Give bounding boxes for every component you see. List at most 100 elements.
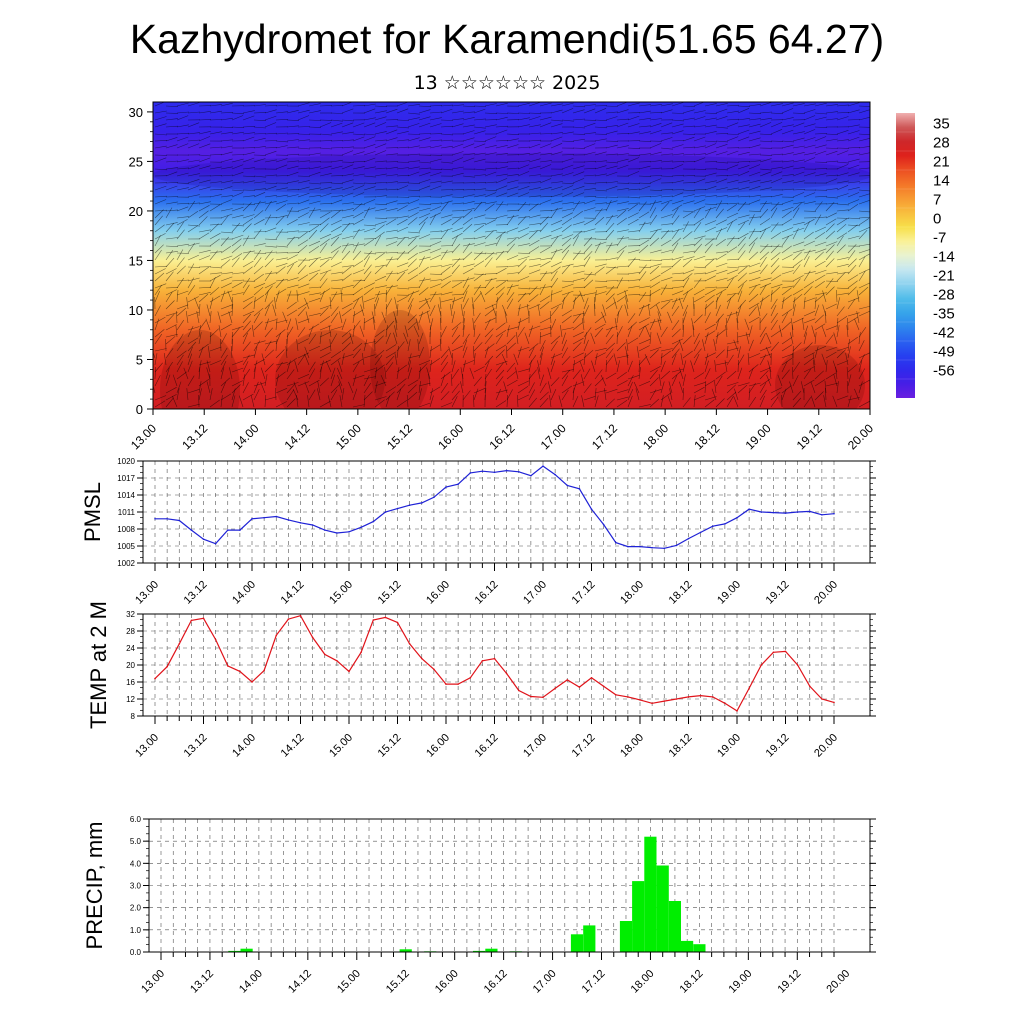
wind-barb [781,210,792,219]
wind-barb [319,304,332,310]
wind-barb [693,295,705,303]
wind-barb [242,214,255,219]
wind-barb [825,303,838,310]
wind-barb [198,229,211,233]
wind-barb [825,346,838,352]
wind-barb [374,182,388,184]
wind-barb [506,265,519,268]
x-tick-label: 17.00 [521,579,549,607]
wind-barb [781,165,794,170]
wind-barb [363,354,376,359]
wind-barb [836,232,848,240]
wind-barb [187,111,201,114]
wind-barb [627,313,636,324]
y-tick-label: 1020 [117,457,135,466]
data-point [239,670,241,673]
wind-barb [854,318,860,331]
wind-barb [341,179,354,184]
wind-barb [495,145,508,149]
wind-barb [679,381,684,394]
wind-barb [748,251,759,261]
wind-barb [814,150,827,156]
wind-barb [528,239,540,247]
data-point [227,665,229,667]
wind-barb [594,296,596,310]
wind-barb [847,181,860,184]
wind-barb [711,388,717,401]
wind-barb [297,374,310,380]
wind-barb [594,315,605,324]
wind-barb [396,174,410,177]
wind-barb [792,249,805,254]
wind-barb [242,332,248,345]
wind-barb [704,112,718,114]
wind-barb [253,200,261,212]
wind-barb [330,219,343,226]
wind-barb [473,242,486,247]
wind-barb [374,275,387,282]
wind-barb [537,367,541,380]
wind-barb [649,398,660,408]
wind-barb [572,221,585,226]
wind-barb [836,287,850,289]
wind-barb [814,269,827,275]
wind-barb [627,375,634,387]
wind-barb [781,108,794,114]
wind-barb [506,209,520,212]
data-point [663,547,666,550]
wind-barb [495,192,508,198]
wind-barb [329,296,332,310]
wind-barb [693,217,704,226]
wind-barb [825,202,839,205]
wind-barb [253,210,264,219]
y-tick-label: 5 [136,352,143,367]
wind-barb [253,367,256,380]
wind-barb [847,203,859,212]
precip-bar [693,944,706,952]
wind-barb [484,171,497,177]
wind-barb [572,138,585,142]
wind-barb [583,297,589,310]
wind-barb [528,264,541,268]
wind-barb [539,122,552,128]
wind-barb [187,360,193,373]
wind-barb [594,280,608,282]
wind-barb [429,357,441,366]
wind-barb [550,377,560,387]
wind-barb [440,228,453,233]
wind-barb [836,172,849,177]
wind-barb [517,256,530,261]
wind-barb [726,382,739,387]
wind-barb [579,360,585,373]
wind-barb [714,381,717,394]
wind-barb [506,379,518,387]
wind-barb [308,171,321,177]
wind-barb [418,310,430,317]
wind-barb [429,305,436,317]
wind-barb [319,331,332,338]
wind-barb [539,260,551,268]
wind-barb [781,344,793,352]
wind-barb [561,355,571,366]
wind-barb [440,229,449,240]
wind-barb [253,360,258,373]
wind-barb [858,243,870,247]
wind-barb [506,325,510,338]
wind-barb [605,200,612,212]
wind-barb [506,342,517,352]
wind-barb [484,346,489,359]
wind-barb [385,284,393,296]
wind-barb [220,282,232,289]
wind-barb [814,136,827,142]
wind-barb [319,202,333,205]
wind-barb [825,150,838,156]
data-point [190,529,193,531]
wind-barb [737,265,750,268]
wind-barb [352,151,365,156]
wind-barb [319,256,332,261]
wind-barb [231,164,244,170]
wind-barb [616,396,629,401]
wind-barb [803,231,814,240]
wind-barb [220,213,233,219]
wind-barb [286,301,297,310]
